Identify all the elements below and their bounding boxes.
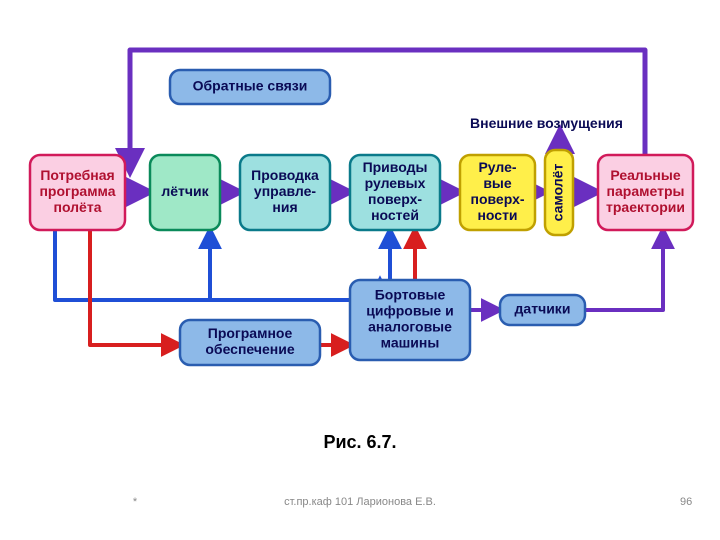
node-label: обеспечение: [205, 341, 294, 357]
node-label: параметры: [607, 183, 685, 199]
figure-caption: Рис. 6.7.: [323, 432, 396, 452]
node-sensors: датчики: [500, 295, 585, 325]
node-label: ностей: [371, 207, 419, 223]
node-label: цифровые и: [366, 303, 453, 319]
node-wiring: Проводкауправле-ния: [240, 155, 330, 230]
node-label: Обратные связи: [193, 78, 308, 94]
node-label: вые: [483, 175, 512, 191]
edge: [585, 230, 663, 310]
node-label: поверх-: [470, 191, 524, 207]
node-feedback: Обратные связи: [170, 70, 330, 104]
node-surfaces: Руле-выеповерх-ности: [460, 155, 535, 230]
edge: [90, 230, 180, 345]
page-number: 96: [680, 496, 692, 508]
node-label: программа: [39, 183, 115, 199]
node-label: Бортовые: [375, 287, 446, 303]
node-pilot: лётчик: [150, 155, 220, 230]
node-label: Потребная: [40, 167, 114, 183]
footer-text: ст.пр.каф 101 Ларионова Е.В.: [284, 496, 436, 508]
node-label: Реальные: [610, 167, 680, 183]
diagram-canvas: Обратные связи Потребнаяпрограммаполёта лё…: [0, 0, 720, 540]
node-label: аналоговые: [368, 319, 452, 335]
node-aircraft: самолёт: [545, 150, 573, 235]
node-label: управле-: [254, 183, 316, 199]
node-label: самолёт: [550, 164, 566, 222]
node-label: ности: [477, 207, 517, 223]
node-software: Програмноеобеспечение: [180, 320, 320, 365]
edge: [55, 230, 210, 300]
external-disturbance-label: Внешние возмущения: [470, 115, 623, 131]
node-label: поверх-: [368, 191, 422, 207]
node-label: полёта: [54, 199, 102, 215]
node-computers: Бортовыецифровые ианалоговыемашины: [350, 280, 470, 360]
node-label: машины: [381, 335, 440, 351]
node-actuators: Приводырулевыхповерх-ностей: [350, 155, 440, 230]
node-label: Програмное: [208, 325, 293, 341]
node-label: лётчик: [161, 183, 209, 199]
node-label: ния: [272, 199, 297, 215]
footer-left: *: [133, 496, 138, 508]
node-label: рулевых: [365, 175, 426, 191]
node-label: Руле-: [478, 159, 516, 175]
node-realparams: Реальныепараметрытраектории: [598, 155, 693, 230]
node-program: Потребнаяпрограммаполёта: [30, 155, 125, 230]
node-label: Приводы: [363, 159, 428, 175]
node-label: датчики: [515, 301, 571, 317]
node-label: Проводка: [251, 167, 319, 183]
node-label: траектории: [606, 199, 685, 215]
